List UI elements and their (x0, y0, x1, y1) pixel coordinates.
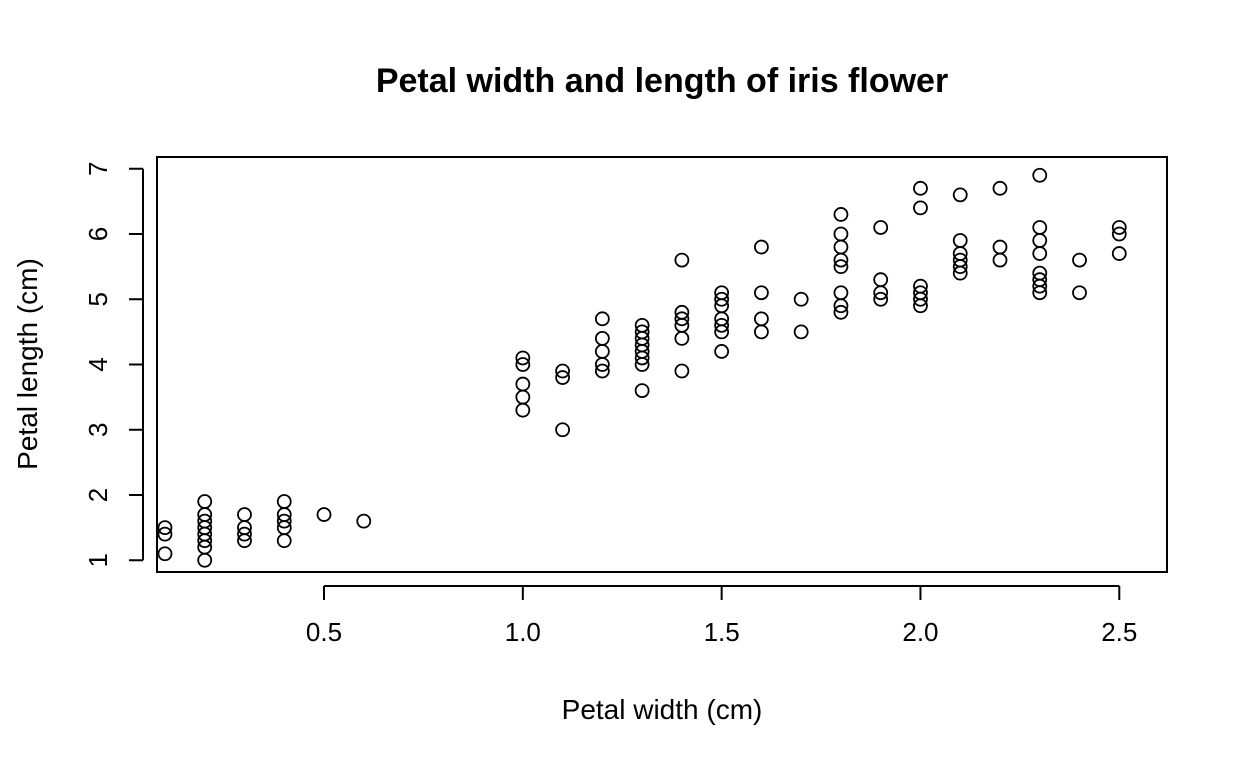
x-tick-label: 1.5 (704, 617, 740, 647)
data-point (873, 291, 889, 307)
plot-frame (156, 156, 1168, 573)
data-point (754, 311, 769, 327)
data-point (157, 546, 173, 562)
data-point (913, 180, 928, 196)
data-point (1032, 265, 1048, 281)
data-point (952, 252, 968, 268)
y-tick-label: 7 (83, 162, 113, 176)
data-point (754, 239, 769, 255)
data-point (157, 526, 173, 542)
data-point (992, 252, 1008, 268)
data-point (714, 317, 730, 333)
y-axis-label: Petal length (cm) (12, 258, 43, 470)
data-point (1032, 272, 1048, 288)
x-tick-label: 2.0 (902, 617, 938, 647)
data-point (555, 422, 570, 438)
data-point (237, 526, 252, 542)
data-point (1032, 246, 1048, 261)
data-point (276, 513, 292, 529)
data-point (873, 272, 889, 288)
data-point (594, 344, 610, 359)
data-point (1111, 226, 1127, 242)
data-point (833, 285, 849, 301)
data-point (674, 330, 690, 346)
y-tick-label: 6 (83, 227, 113, 241)
data-point (555, 370, 570, 385)
data-point (157, 520, 173, 536)
data-point (793, 324, 809, 340)
y-tick-label: 5 (83, 292, 113, 306)
data-point (674, 304, 690, 320)
data-points (157, 167, 1127, 568)
data-point (276, 533, 292, 549)
data-point (833, 239, 849, 255)
data-point (515, 376, 531, 392)
data-point (316, 507, 332, 522)
data-point (634, 383, 650, 399)
data-point (913, 278, 928, 294)
data-point (674, 363, 690, 379)
x-tick-label: 2.5 (1101, 617, 1137, 647)
chart-title: Petal width and length of iris flower (376, 62, 948, 100)
data-point (515, 389, 531, 405)
data-point (833, 259, 849, 275)
data-point (952, 233, 968, 248)
data-point (913, 285, 928, 301)
data-point (356, 513, 372, 529)
data-point (515, 357, 531, 372)
data-point (833, 226, 849, 242)
data-point (634, 317, 650, 333)
data-point (276, 494, 292, 509)
data-point (793, 291, 809, 307)
data-point (833, 207, 849, 222)
data-point (515, 350, 531, 366)
data-point (634, 324, 650, 340)
x-axis-label: Petal width (cm) (562, 694, 763, 725)
data-point (1111, 246, 1127, 261)
data-point (1032, 220, 1048, 235)
data-point (197, 552, 213, 568)
data-point (754, 285, 769, 301)
data-point (594, 311, 610, 327)
x-tick-label: 0.5 (306, 617, 342, 647)
data-point (594, 330, 610, 346)
data-point (992, 239, 1008, 255)
x-tick-label: 1.0 (505, 617, 541, 647)
data-point (714, 291, 730, 307)
data-point (952, 187, 968, 203)
x-axis: 0.5 1.0 1.5 2.0 2.5 (306, 585, 1137, 647)
data-point (197, 494, 213, 509)
data-point (1072, 252, 1087, 268)
data-point (714, 285, 730, 301)
data-point (873, 220, 889, 235)
data-point (1111, 220, 1127, 235)
data-point (1072, 285, 1087, 301)
data-point (674, 252, 690, 268)
data-point (714, 344, 730, 359)
data-point (1032, 233, 1048, 248)
data-point (1032, 167, 1048, 183)
data-point (674, 311, 690, 327)
y-tick-label: 4 (83, 357, 113, 371)
y-axis: 1 2 3 4 5 6 7 (83, 162, 144, 567)
data-point (237, 507, 252, 522)
data-point (754, 324, 769, 340)
data-point (515, 402, 531, 418)
data-point (594, 363, 610, 379)
y-tick-label: 1 (83, 553, 113, 567)
y-tick-label: 2 (83, 488, 113, 502)
y-tick-label: 3 (83, 423, 113, 437)
data-point (197, 513, 213, 529)
data-point (992, 180, 1008, 196)
data-point (913, 200, 928, 216)
data-point (555, 363, 570, 379)
data-point (833, 304, 849, 320)
